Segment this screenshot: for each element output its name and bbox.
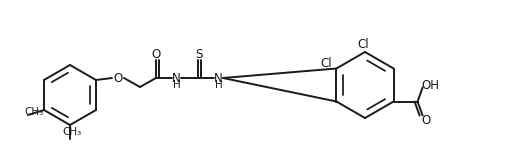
Text: H: H — [215, 80, 222, 90]
Text: OH: OH — [421, 79, 439, 92]
Text: N: N — [213, 71, 222, 84]
Text: N: N — [171, 71, 180, 84]
Text: O: O — [151, 49, 160, 62]
Text: O: O — [420, 114, 429, 127]
Text: CH₃: CH₃ — [24, 107, 43, 117]
Text: Cl: Cl — [357, 37, 368, 50]
Text: H: H — [173, 80, 180, 90]
Text: Cl: Cl — [320, 57, 332, 70]
Text: O: O — [113, 71, 122, 84]
Text: CH₃: CH₃ — [62, 127, 81, 137]
Text: S: S — [195, 49, 203, 62]
